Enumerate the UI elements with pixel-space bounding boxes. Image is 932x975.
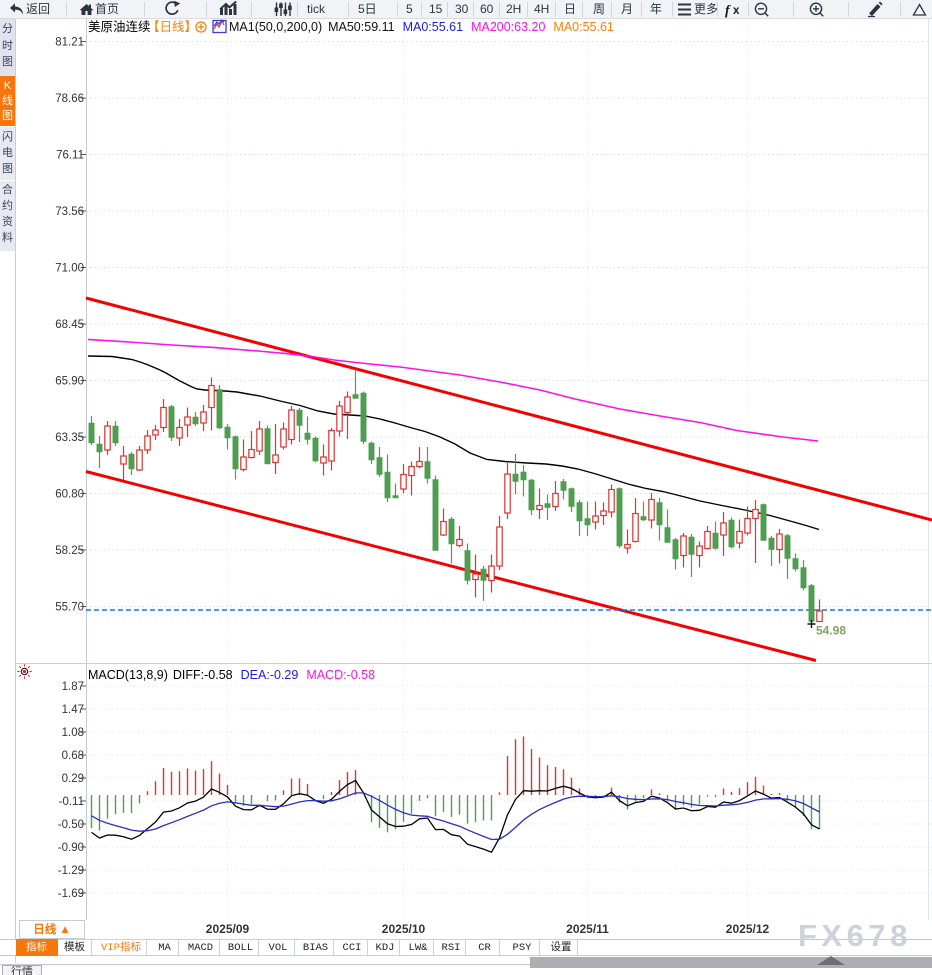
svg-text:-0.50: -0.50 <box>58 819 84 831</box>
svg-text:-1.69: -1.69 <box>58 888 84 900</box>
svg-text:1.87: 1.87 <box>62 681 84 693</box>
svg-text:55.70: 55.70 <box>55 602 84 614</box>
svg-text:71.00: 71.00 <box>55 263 84 275</box>
svg-text:f: f <box>725 4 731 19</box>
svg-text:-0.90: -0.90 <box>58 842 84 854</box>
svg-text:2025/09: 2025/09 <box>206 922 250 936</box>
svg-text:【日线】: 【日线】 <box>147 20 197 34</box>
svg-text:-0.11: -0.11 <box>59 796 84 808</box>
svg-text:60.80: 60.80 <box>55 489 84 501</box>
svg-text:-1.29: -1.29 <box>58 865 84 877</box>
svg-text:58.25: 58.25 <box>55 545 84 557</box>
svg-text:2025/12: 2025/12 <box>726 922 770 936</box>
svg-text:73.56: 73.56 <box>55 206 84 218</box>
svg-text:0.29: 0.29 <box>62 773 84 785</box>
svg-text:78.66: 78.66 <box>55 93 84 105</box>
svg-text:63.35: 63.35 <box>55 432 84 444</box>
svg-text:美原油连续: 美原油连续 <box>88 19 151 34</box>
svg-text:1.47: 1.47 <box>62 704 84 716</box>
svg-text:2025/10: 2025/10 <box>382 922 426 936</box>
svg-text:68.45: 68.45 <box>55 319 84 331</box>
svg-text:76.11: 76.11 <box>56 150 84 162</box>
svg-text:54.98: 54.98 <box>816 624 846 638</box>
svg-text:2025/11: 2025/11 <box>566 922 609 936</box>
svg-text:1.08: 1.08 <box>62 727 84 739</box>
svg-text:65.90: 65.90 <box>55 376 84 388</box>
svg-text:81.21: 81.21 <box>55 37 84 49</box>
svg-text:x: x <box>733 5 740 17</box>
svg-text:0.68: 0.68 <box>62 750 84 762</box>
